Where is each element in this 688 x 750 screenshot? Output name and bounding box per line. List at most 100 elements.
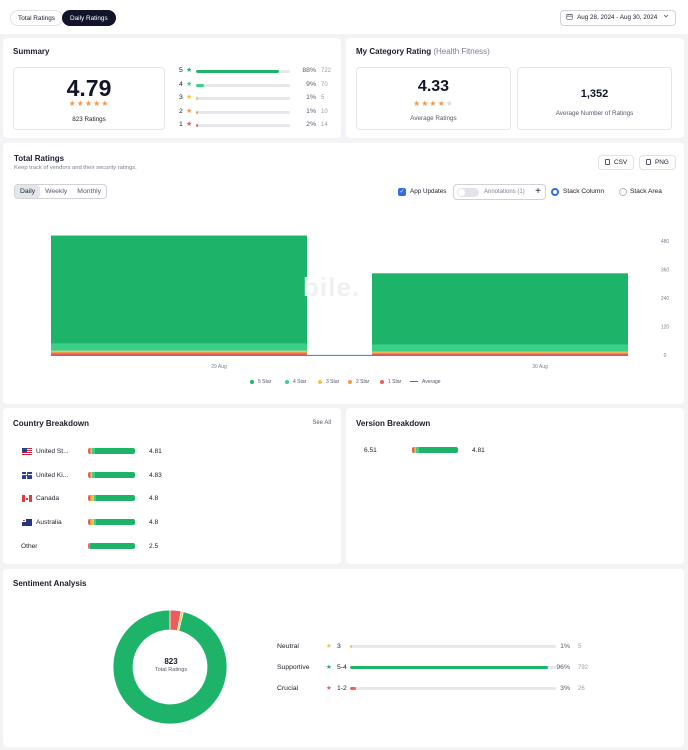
summary-row-bar — [196, 83, 290, 87]
country-bar — [88, 519, 135, 526]
bar-segment[interactable] — [372, 273, 628, 345]
legend-item[interactable]: Average — [410, 379, 441, 385]
legend-item[interactable]: 3 Star — [318, 379, 339, 385]
donut-slice[interactable] — [176, 610, 184, 632]
summary-row-star: 1 — [179, 121, 183, 128]
annotations-label: Annotations (1) — [484, 189, 525, 195]
country-name: Australia — [36, 519, 62, 527]
summary-card: Summary 4.79 ★★★★★ 823 Ratings 5 ★ 88% 722 4… — [3, 38, 341, 138]
country-bar — [88, 542, 135, 549]
bar-segment[interactable] — [51, 350, 307, 352]
version-bar — [412, 447, 458, 453]
summary-average-value: 4.79 — [66, 75, 112, 101]
legend-item[interactable]: 5 Star — [250, 379, 271, 385]
donut-slice[interactable] — [112, 609, 228, 725]
y-tick-label: 240 — [661, 296, 670, 302]
sentiment-bar — [350, 666, 556, 669]
flag-au-icon — [22, 519, 32, 527]
country-name: United Ki... — [36, 471, 69, 479]
legend-label: 2 Star — [356, 379, 370, 385]
summary-row-count: 70 — [321, 81, 328, 88]
sentiment-label: Supportive — [277, 664, 310, 671]
bar-segment[interactable] — [51, 351, 307, 354]
star-icon: ★ — [326, 643, 332, 650]
app-updates-checkbox[interactable]: ✓ — [398, 188, 406, 196]
sentiment-count: 792 — [578, 665, 589, 671]
flag-us-icon — [22, 448, 32, 455]
country-bar-segment — [88, 542, 89, 549]
category-title: My Category Rating (Health Fitness) — [356, 47, 490, 56]
total-ratings-chart: 0 120 240 360 480 29 Aug 30 Aug — [51, 235, 670, 370]
flag-uk-icon — [22, 471, 32, 479]
country-bar-segment — [91, 448, 92, 454]
csv-export-button[interactable]: CSV — [598, 155, 635, 170]
x-tick-label: 29 Aug — [211, 364, 227, 370]
summary-row-bar — [196, 110, 290, 114]
country-bar-segment — [92, 448, 95, 454]
summary-row-count: 14 — [321, 122, 328, 128]
annotations-toggle[interactable] — [457, 188, 479, 197]
sentiment-range: 5-4 — [337, 664, 347, 671]
category-card: My Category Rating (Health Fitness) 4.33… — [346, 38, 684, 138]
summary-row-count: 10 — [321, 108, 328, 115]
country-breakdown-title: Country Breakdown — [13, 419, 90, 428]
country-name: United St... — [36, 448, 69, 455]
bar-segment[interactable] — [372, 344, 628, 352]
sentiment-card: Sentiment Analysis — [3, 569, 684, 747]
legend-item[interactable]: 4 Star — [285, 379, 306, 385]
legend-item[interactable]: 2 Star — [348, 379, 369, 385]
star-icon: ★ — [186, 67, 193, 74]
bar-segment[interactable] — [51, 353, 307, 355]
stack-area-label: Stack Area — [630, 188, 662, 195]
period-weekly[interactable]: Weekly — [45, 188, 68, 195]
total-ratings-title: Total Ratings — [14, 154, 65, 163]
star-icon: ★ — [326, 664, 332, 671]
country-bar-segment — [88, 471, 90, 478]
sentiment-pct: 3% — [560, 685, 570, 692]
sentiment-range: 1-2 — [337, 685, 347, 692]
tab-daily-ratings[interactable]: Daily Ratings — [62, 10, 116, 26]
summary-row-star: 2 — [179, 107, 183, 115]
see-all-link[interactable]: See All — [312, 420, 331, 426]
legend-label: Average — [422, 379, 441, 385]
png-export-button[interactable]: PNG — [639, 155, 676, 170]
summary-row-pct: 1% — [306, 94, 316, 101]
bar-segment[interactable] — [51, 343, 307, 351]
category-stars-icon: ★★★★★ — [413, 99, 454, 108]
stack-column-radio[interactable] — [551, 188, 559, 196]
sentiment-bar-fill — [350, 645, 353, 648]
summary-row-bar — [196, 70, 290, 73]
sentiment-total-label: Total Ratings — [154, 667, 188, 673]
stack-area-radio[interactable] — [619, 188, 627, 196]
star-icon: ★ — [186, 94, 193, 101]
country-bar-segment — [92, 471, 95, 478]
legend-swatch — [380, 379, 384, 384]
summary-row-star: 5 — [179, 67, 183, 74]
country-name: Other — [21, 542, 38, 550]
date-range-picker[interactable]: Aug 28, 2024 - Aug 30, 2024 — [559, 10, 676, 26]
bar-segment[interactable] — [51, 235, 307, 344]
legend-label: 4 Star — [293, 379, 307, 385]
legend-item[interactable]: 1 Star — [380, 379, 401, 385]
bar-segment[interactable] — [372, 353, 628, 355]
sentiment-range: 3 — [337, 643, 341, 650]
summary-row-count: 722 — [321, 68, 332, 74]
legend-swatch — [250, 379, 254, 384]
period-monthly[interactable]: Monthly — [77, 188, 102, 195]
period-daily[interactable]: Daily — [15, 185, 41, 198]
country-bar-segment — [90, 495, 91, 502]
legend-swatch — [410, 380, 418, 383]
bar-segment[interactable] — [372, 351, 628, 353]
country-bar-segment — [91, 519, 94, 526]
legend-swatch — [285, 379, 289, 384]
summary-stars-icon: ★★★★★ — [68, 99, 110, 108]
summary-average-box: 4.79 ★★★★★ 823 Ratings — [13, 67, 165, 130]
bar-segment[interactable] — [372, 352, 628, 354]
sentiment-pct: 1% — [560, 643, 570, 650]
period-selector: Daily Weekly Monthly — [14, 184, 108, 199]
stack-column-label: Stack Column — [563, 188, 605, 195]
country-bar-segment — [88, 448, 90, 454]
y-tick-label: 480 — [661, 239, 670, 245]
date-range-text: Aug 28, 2024 - Aug 30, 2024 — [577, 14, 658, 21]
add-annotation-icon[interactable]: + — [535, 186, 541, 197]
